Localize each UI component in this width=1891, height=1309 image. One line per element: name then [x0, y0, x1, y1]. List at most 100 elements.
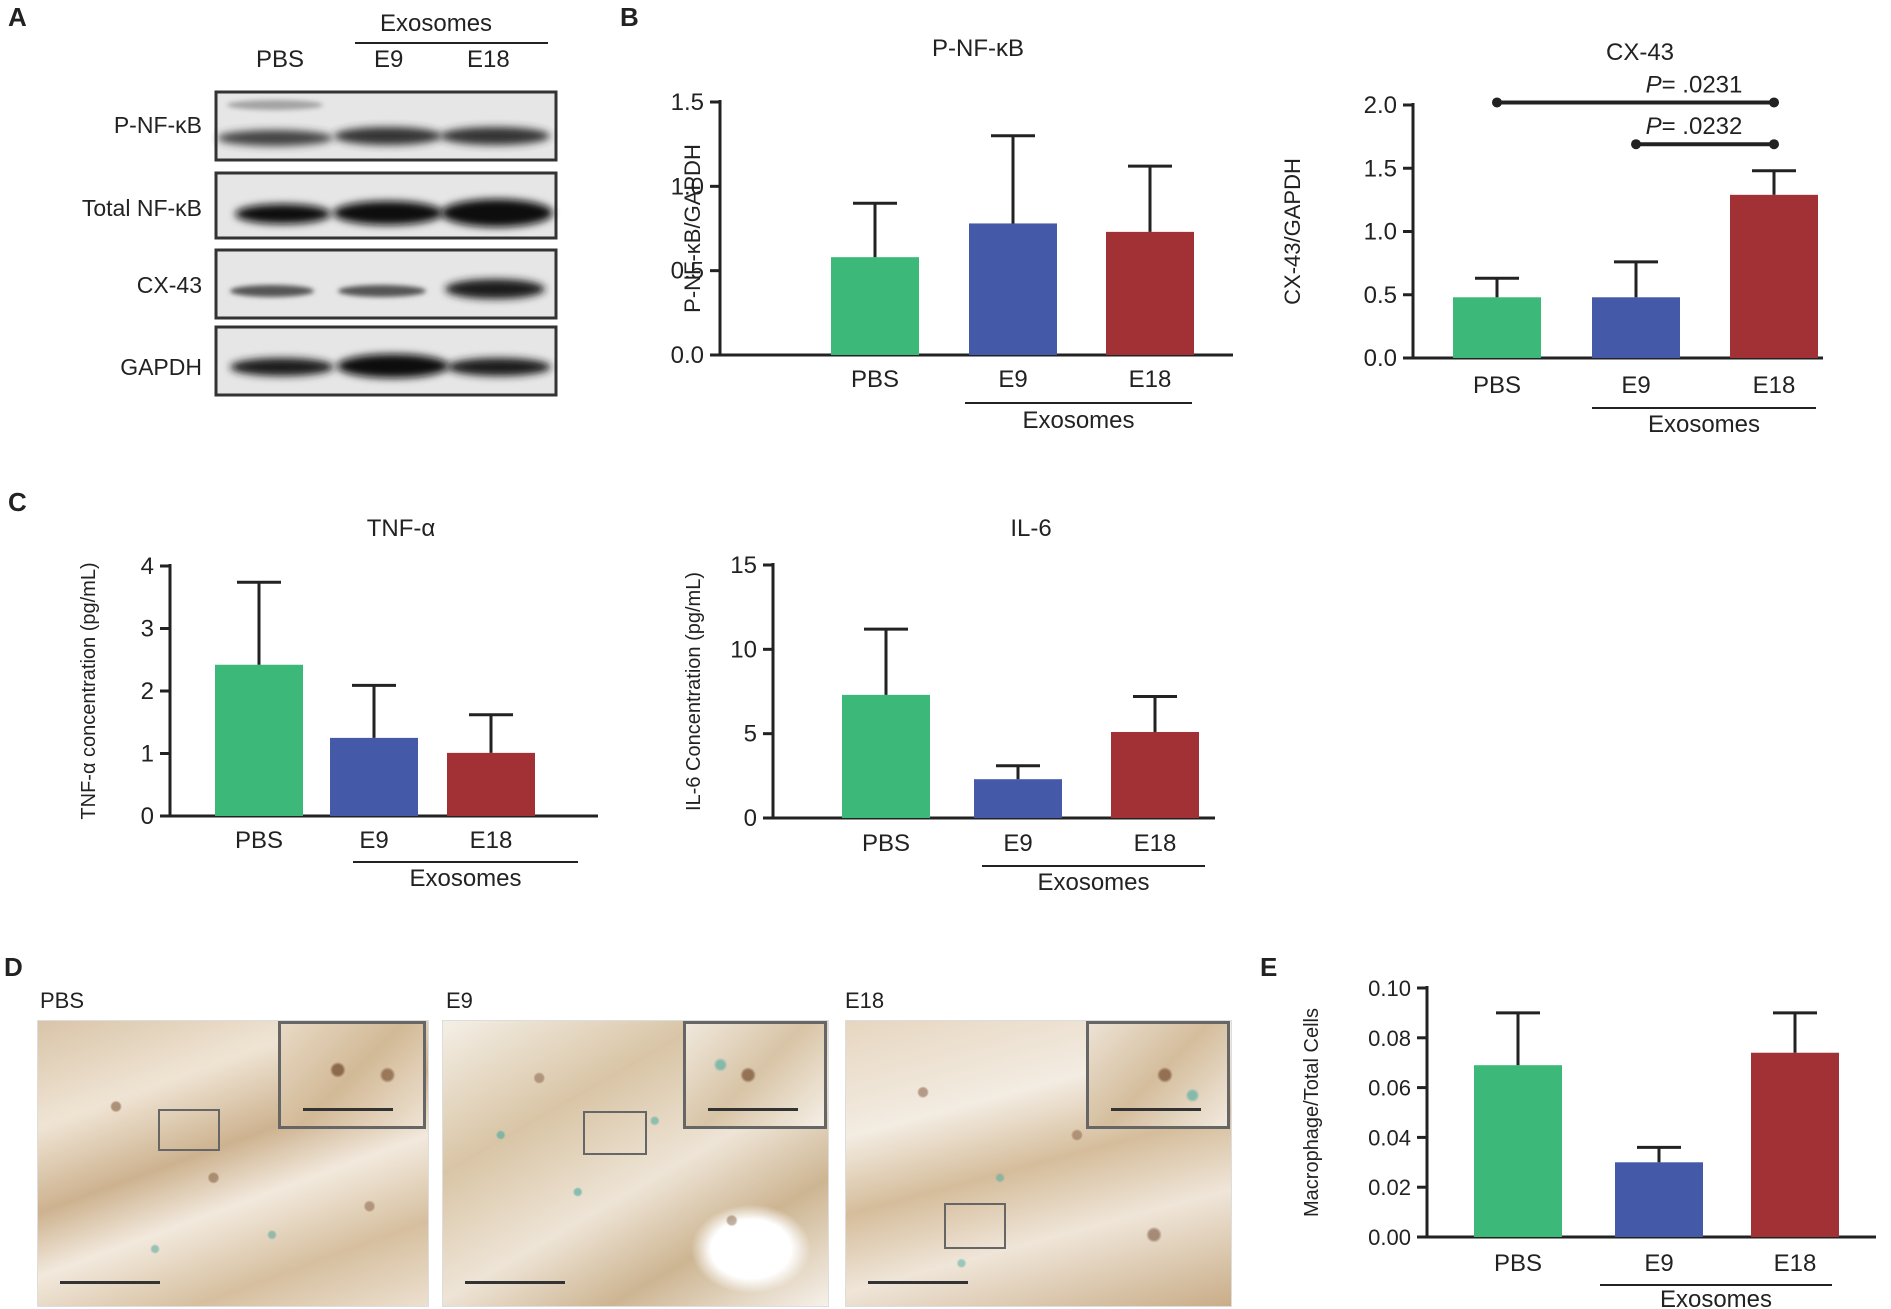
y-tick-label: 1: [141, 741, 154, 768]
bar-pbs: [831, 257, 919, 355]
category-label: PBS: [1473, 372, 1521, 399]
chart-title: P-NF-κB: [932, 35, 1024, 62]
y-tick-label: 0: [141, 803, 154, 830]
y-tick-label: 0.0: [671, 342, 704, 369]
category-label: E18: [1753, 372, 1796, 399]
bar-e9: [330, 737, 418, 816]
bar-e18: [447, 752, 535, 816]
scale-bar: [868, 1281, 968, 1284]
category-label: E9: [1644, 1250, 1673, 1277]
chart-il6: IL-6 IL-6 Concentration (pg/mL) 0 5 10 15 PBS E…: [683, 515, 1215, 896]
bar-pbs: [215, 664, 303, 816]
magnified-inset: [1086, 1021, 1230, 1129]
blot-group-title: Exosomes: [380, 10, 493, 37]
blot-lane-pbs: PBS: [256, 46, 305, 73]
y-tick-label: 1.5: [671, 89, 704, 116]
significance-dot: [1492, 97, 1502, 108]
y-tick-label: 0.5: [671, 258, 704, 285]
panel-letter-e: E: [1260, 952, 1278, 982]
y-tick-label: 0.04: [1368, 1125, 1411, 1150]
y-tick-label: 0.5: [1364, 282, 1397, 309]
y-tick-label: 10: [730, 636, 757, 663]
bar-e9: [1592, 297, 1680, 358]
magnified-inset: [278, 1021, 426, 1129]
histology-image-e18: [845, 1020, 1232, 1307]
chart-cx43: CX-43 CX-43/GAPDH 0.0 0.5 1.0 1.5 2.0 PBS E9 E18 E…: [1280, 39, 1823, 438]
scale-bar: [303, 1108, 393, 1111]
region-of-interest: [158, 1109, 220, 1151]
p-value-label: P= .0232: [1646, 113, 1743, 140]
group-label: Exosomes: [1660, 1286, 1772, 1309]
histology-label-e9: E9: [446, 988, 473, 1013]
group-label: Exosomes: [1022, 407, 1134, 434]
bar-e9: [974, 779, 1062, 818]
histology-label-pbs: PBS: [40, 988, 85, 1013]
significance-dot: [1769, 139, 1779, 150]
y-tick-label: 2.0: [1364, 92, 1397, 119]
y-tick-label: 1.5: [1364, 155, 1397, 182]
category-label: PBS: [1494, 1250, 1542, 1277]
bar-pbs: [1474, 1065, 1562, 1237]
category-label: PBS: [851, 366, 899, 393]
y-tick-label: 5: [744, 721, 757, 748]
blot-row-label: GAPDH: [120, 354, 202, 380]
bar-pbs: [842, 694, 930, 818]
category-label: E9: [1003, 830, 1032, 857]
bar-e18: [1111, 731, 1199, 818]
bar-e9: [1615, 1162, 1703, 1237]
y-axis-label: Macrophage/Total Cells: [1301, 1008, 1323, 1217]
group-label: Exosomes: [409, 865, 521, 892]
y-tick-label: 4: [141, 553, 154, 580]
magnified-inset: [683, 1021, 827, 1129]
p-value-label: P= .0231: [1646, 71, 1743, 98]
p-value: = .0231: [1662, 71, 1743, 98]
panel-letter-b: B: [620, 2, 639, 32]
y-tick-label: 0: [744, 805, 757, 832]
p-symbol: P: [1646, 71, 1662, 98]
blot-lane-e18: E18: [467, 46, 510, 73]
chart-title: IL-6: [1010, 515, 1051, 542]
blot-row-label: Total NF-κB: [81, 195, 202, 221]
category-label: E9: [998, 366, 1027, 393]
bar-e18: [1106, 231, 1194, 355]
bar-e9: [969, 223, 1057, 355]
y-tick-label: 0.00: [1368, 1225, 1411, 1250]
chart-p-nfkb: P-NF-κB P-NF-κB/GAPDH 0.0 0.5 1.0 1.5 PBS E9 E18…: [671, 35, 1233, 434]
significance-dot: [1631, 139, 1641, 150]
category-label: E18: [1129, 366, 1172, 393]
category-label: E9: [359, 827, 388, 854]
scale-bar: [1111, 1108, 1201, 1111]
bar-e18: [1730, 194, 1818, 358]
significance-dot: [1769, 97, 1779, 108]
scale-bar: [465, 1281, 565, 1284]
region-of-interest: [583, 1111, 647, 1155]
chart-macrophage-ratio: Macrophage/Total Cells 0.00 0.02 0.04 0.06 0.…: [1301, 976, 1876, 1309]
blot-lane-e9: E9: [374, 46, 404, 73]
bar-pbs: [1453, 297, 1541, 358]
y-axis-label: CX-43/GAPDH: [1280, 158, 1305, 305]
y-tick-label: 1.0: [1364, 219, 1397, 246]
y-tick-label: 3: [141, 616, 154, 643]
blot-row-label: P-NF-κB: [113, 112, 202, 138]
panel-letter-d: D: [4, 952, 23, 982]
blot-strip-pnfkb: [214, 90, 558, 162]
category-label: E9: [1621, 372, 1650, 399]
chart-tnf-alpha: TNF-α TNF-α concentration (pg/mL) 0 1 2 3 4 PBS…: [78, 515, 598, 892]
blot-group-line: [355, 42, 548, 44]
p-value: = .0232: [1662, 113, 1743, 140]
y-tick-label: 15: [730, 552, 757, 579]
panel-letter-a: A: [8, 2, 27, 32]
category-label: E18: [1774, 1250, 1817, 1277]
blot-strip-gapdh: [214, 325, 558, 397]
scale-bar: [60, 1281, 160, 1284]
y-tick-label: 0.08: [1368, 1026, 1411, 1051]
bar-e18: [1751, 1052, 1839, 1237]
category-label: PBS: [235, 827, 283, 854]
panel-letter-c: C: [8, 487, 27, 517]
p-symbol: P: [1646, 113, 1662, 140]
y-tick-label: 1.0: [671, 173, 704, 200]
y-tick-label: 0.02: [1368, 1175, 1411, 1200]
histology-image-e9: [442, 1020, 829, 1307]
y-axis-label: P-NF-κB/GAPDH: [680, 144, 705, 313]
